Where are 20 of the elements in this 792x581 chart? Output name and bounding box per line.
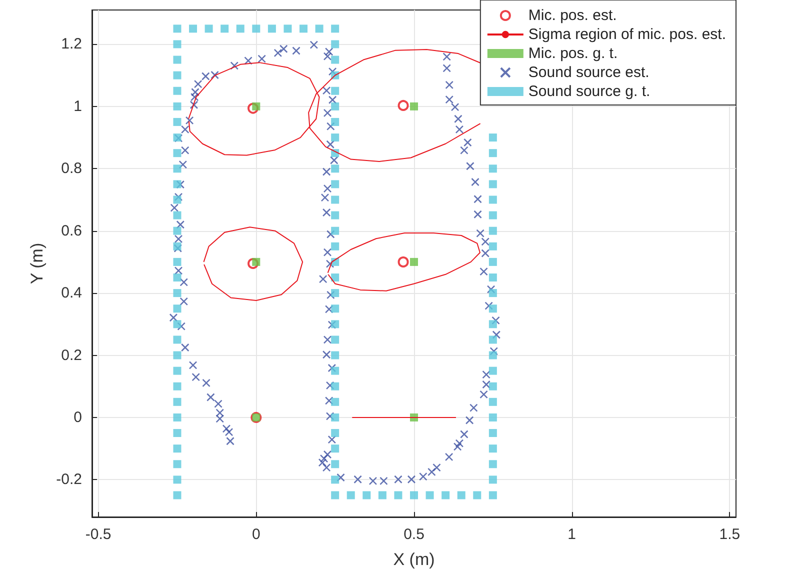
x-tick-label: -0.5: [85, 526, 112, 543]
y-tick-label: 0: [74, 408, 82, 426]
y-tick-label: -0.2: [56, 471, 82, 488]
y-tick-label: 1: [74, 98, 82, 115]
y-tick-label: 0.4: [61, 284, 82, 302]
y-tick-label: 1.2: [61, 36, 82, 53]
y-tick-label: 0.6: [61, 222, 82, 240]
y-tick-label: 0.2: [61, 346, 82, 364]
legend-label: Sound source est.: [528, 64, 650, 81]
y-tick-label: 0.8: [61, 160, 82, 178]
legend-label: Sigma region of mic. pos. est.: [528, 26, 726, 43]
x-tick-label: 1: [568, 526, 576, 543]
x-tick-label: 1.5: [719, 526, 740, 543]
x-axis-title: X (m): [393, 550, 435, 569]
y-axis-title: Y (m): [27, 242, 46, 284]
x-tick-label: 0.5: [404, 526, 424, 543]
x-tick-label: 0: [252, 526, 260, 543]
legend-label: Sound source g. t.: [528, 83, 650, 100]
legend-label: Mic. pos. est.: [528, 7, 617, 24]
legend-label: Mic. pos. g. t.: [528, 45, 618, 62]
